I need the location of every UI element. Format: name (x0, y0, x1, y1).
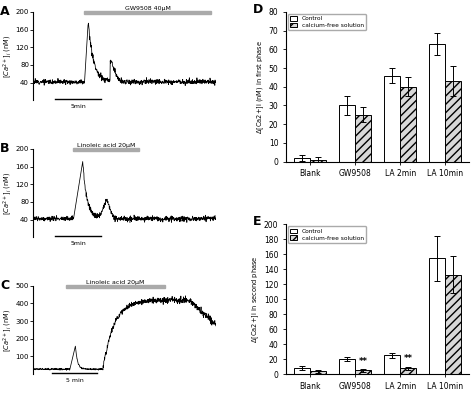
Y-axis label: $\Delta$[Ca2+]i in second phase: $\Delta$[Ca2+]i in second phase (251, 256, 261, 343)
Bar (355, 115, 371, 162)
Text: Linoleic acid 20μM: Linoleic acid 20μM (86, 280, 145, 285)
Bar (445, 81, 461, 162)
Bar (429, 258, 445, 374)
Bar (310, 371, 326, 374)
Bar (400, 368, 416, 374)
Legend: Control, calcium-free solution: Control, calcium-free solution (288, 226, 366, 243)
Text: C: C (0, 279, 9, 292)
Bar (384, 355, 400, 374)
Bar (339, 105, 355, 162)
Text: **: ** (358, 357, 367, 365)
Text: **: ** (403, 354, 412, 363)
Text: B: B (0, 142, 9, 155)
Text: 5min: 5min (70, 104, 86, 109)
Text: GW9508 40μM: GW9508 40μM (125, 6, 171, 11)
Bar (84, 11, 211, 14)
Text: 5min: 5min (70, 241, 86, 246)
Bar (310, 160, 326, 162)
Bar (294, 158, 310, 162)
Text: 5 min: 5 min (65, 378, 83, 382)
Y-axis label: $[Ca^{2+}]_i$ (nM): $[Ca^{2+}]_i$ (nM) (1, 35, 14, 78)
Text: D: D (253, 3, 263, 16)
Bar (429, 44, 445, 162)
Y-axis label: $[Ca^{2+}]_i$ (nM): $[Ca^{2+}]_i$ (nM) (1, 172, 14, 215)
Bar (445, 275, 461, 374)
Bar (355, 371, 371, 374)
Bar (73, 148, 139, 151)
Bar (384, 76, 400, 162)
Bar (66, 285, 165, 288)
Text: Linoleic acid 20μM: Linoleic acid 20μM (77, 143, 136, 148)
Bar (400, 87, 416, 162)
Legend: Control, calcium-free solution: Control, calcium-free solution (288, 14, 366, 30)
Text: E: E (253, 215, 262, 228)
Bar (294, 368, 310, 374)
Y-axis label: $[Ca^{2+}]_i$ (nM): $[Ca^{2+}]_i$ (nM) (1, 308, 14, 351)
Bar (339, 359, 355, 374)
Text: A: A (0, 5, 10, 18)
Y-axis label: $\Delta$[Ca2+]i (nM) in first phase: $\Delta$[Ca2+]i (nM) in first phase (255, 40, 266, 134)
